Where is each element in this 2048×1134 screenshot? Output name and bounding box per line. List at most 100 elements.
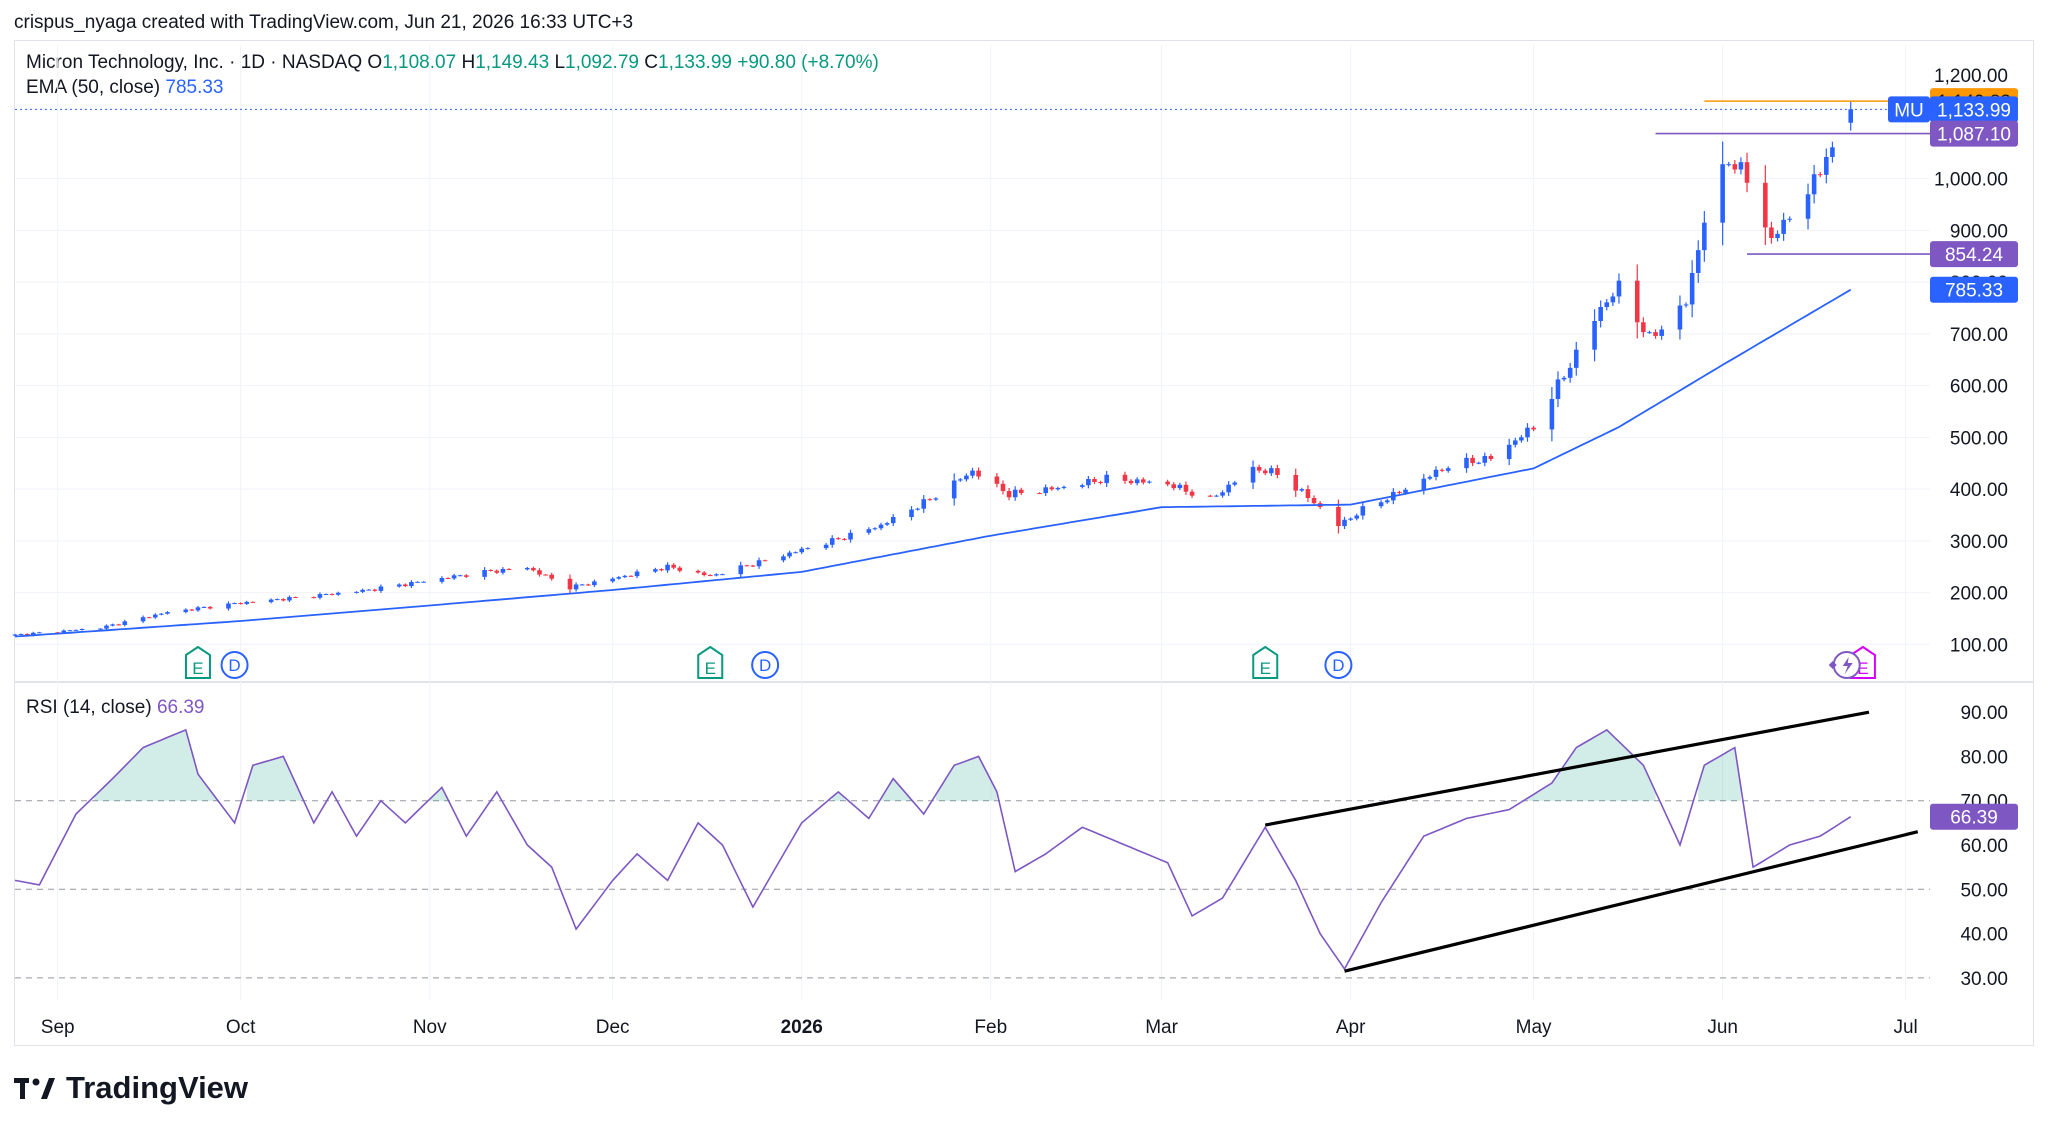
candle-body[interactable] — [232, 603, 237, 605]
candle-body[interactable] — [1397, 491, 1402, 493]
candle-body[interactable] — [793, 552, 798, 554]
candle-body[interactable] — [1336, 506, 1341, 527]
candle-body[interactable] — [884, 523, 890, 525]
candle-body[interactable] — [268, 599, 274, 603]
candle-body[interactable] — [1055, 487, 1061, 490]
candle-body[interactable] — [1299, 489, 1305, 491]
candle-body[interactable] — [872, 528, 878, 530]
earnings-marker[interactable]: E — [184, 645, 211, 679]
candle-body[interactable] — [970, 470, 975, 476]
candle-body[interactable] — [323, 594, 329, 596]
candle-body[interactable] — [1208, 495, 1213, 497]
candle-body[interactable] — [1744, 162, 1750, 183]
candle-body[interactable] — [1726, 164, 1732, 166]
candle-body[interactable] — [1006, 491, 1012, 498]
candle-body[interactable] — [805, 548, 811, 550]
candle-body[interactable] — [1269, 468, 1274, 474]
candle-body[interactable] — [1763, 182, 1768, 228]
candle-body[interactable] — [122, 621, 128, 625]
candle-body[interactable] — [1439, 469, 1445, 471]
candle-body[interactable] — [1043, 487, 1048, 494]
candle-body[interactable] — [1616, 280, 1622, 297]
candle-body[interactable] — [653, 569, 658, 572]
candle-body[interactable] — [1519, 437, 1524, 441]
candle-body[interactable] — [720, 574, 725, 576]
candle-body[interactable] — [878, 524, 884, 529]
candle-body[interactable] — [439, 577, 445, 582]
candle-body[interactable] — [1567, 367, 1573, 378]
candle-body[interactable] — [317, 594, 323, 598]
candle-body[interactable] — [799, 548, 805, 553]
candle-body[interactable] — [1445, 468, 1451, 471]
candle-body[interactable] — [1134, 479, 1140, 484]
candle-body[interactable] — [1147, 481, 1152, 483]
candle-body[interactable] — [457, 575, 463, 577]
candle-body[interactable] — [488, 570, 493, 572]
candle-body[interactable] — [67, 630, 73, 632]
candle-body[interactable] — [311, 597, 317, 599]
candle-body[interactable] — [464, 575, 469, 577]
candle-body[interactable] — [378, 586, 384, 591]
candle-body[interactable] — [183, 609, 189, 613]
candle-body[interactable] — [1695, 250, 1701, 273]
candle-body[interactable] — [1183, 484, 1189, 492]
candle-body[interactable] — [1098, 482, 1103, 484]
candle-body[interactable] — [335, 592, 341, 595]
candle-body[interactable] — [1476, 462, 1481, 464]
pane-separator[interactable] — [15, 681, 2033, 683]
candle-body[interactable] — [634, 571, 640, 577]
candle-body[interactable] — [79, 629, 85, 631]
candle-body[interactable] — [1140, 479, 1146, 483]
candle-body[interactable] — [1647, 332, 1652, 334]
candle-body[interactable] — [1293, 474, 1299, 491]
price-legend[interactable]: Micron Technology, Inc. · 1D · NASDAQ O1… — [26, 52, 879, 74]
candle-body[interactable] — [1122, 474, 1128, 481]
candle-body[interactable] — [1482, 455, 1488, 463]
candle-body[interactable] — [1470, 457, 1475, 464]
candle-body[interactable] — [1305, 489, 1311, 499]
candle-body[interactable] — [671, 564, 676, 568]
candle-body[interactable] — [951, 480, 957, 499]
candle-body[interactable] — [628, 575, 634, 577]
candle-body[interactable] — [622, 575, 628, 578]
candle-body[interactable] — [1019, 489, 1024, 494]
candle-body[interactable] — [1824, 156, 1829, 175]
candle-body[interactable] — [372, 589, 378, 591]
candle-body[interactable] — [360, 589, 365, 592]
candle-body[interactable] — [1171, 484, 1177, 489]
candle-body[interactable] — [281, 599, 286, 601]
candle-body[interactable] — [207, 606, 213, 609]
dividend-marker[interactable]: D — [220, 651, 249, 679]
candle-body[interactable] — [159, 613, 164, 615]
candle-body[interactable] — [329, 594, 335, 596]
candle-body[interactable] — [146, 617, 152, 619]
candle-body[interactable] — [1256, 466, 1262, 471]
candle-body[interactable] — [915, 508, 920, 510]
candle-body[interactable] — [1421, 478, 1427, 490]
ema-label[interactable]: EMA (50, close) — [26, 77, 161, 98]
candle-body[interactable] — [104, 625, 109, 629]
candle-body[interactable] — [1012, 489, 1018, 498]
dividend-marker[interactable]: D — [1324, 651, 1353, 679]
candle-body[interactable] — [1775, 233, 1780, 239]
candle-body[interactable] — [366, 589, 372, 591]
candle-body[interactable] — [762, 560, 768, 562]
candle-body[interactable] — [1689, 272, 1695, 305]
candle-body[interactable] — [1830, 147, 1835, 157]
candle-body[interactable] — [152, 614, 158, 618]
candle-body[interactable] — [1189, 491, 1195, 496]
rsi-trendline[interactable] — [1344, 830, 1919, 973]
candle-body[interactable] — [1427, 476, 1433, 479]
candle-body[interactable] — [98, 628, 103, 630]
symbol-label[interactable]: Micron Technology, Inc. · 1D · NASDAQ — [26, 52, 363, 73]
earnings-marker[interactable]: E — [1252, 645, 1279, 679]
candle-body[interactable] — [1232, 482, 1238, 485]
candle-body[interactable] — [781, 556, 786, 561]
ema-legend[interactable]: EMA (50, close) 785.33 — [26, 77, 224, 99]
candle-body[interactable] — [573, 584, 579, 590]
candle-body[interactable] — [659, 569, 664, 571]
candle-body[interactable] — [1378, 502, 1384, 507]
candle-body[interactable] — [140, 617, 146, 622]
candle-body[interactable] — [1092, 479, 1097, 483]
